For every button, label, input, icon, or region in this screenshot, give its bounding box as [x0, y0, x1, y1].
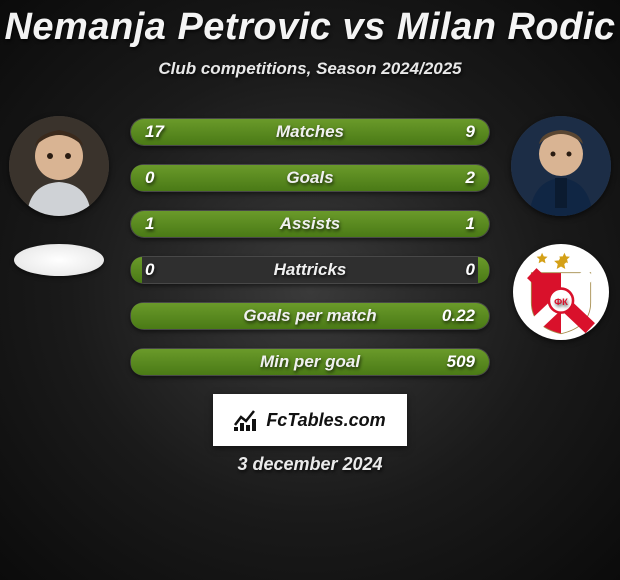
- person-icon: [511, 116, 611, 216]
- stat-value-left: 17: [145, 122, 164, 142]
- person-icon: [9, 116, 109, 216]
- stat-fill-left: [131, 211, 310, 237]
- page-title: Nemanja Petrovic vs Milan Rodic: [0, 0, 620, 49]
- stat-value-right: 9: [466, 122, 475, 142]
- svg-text:ФК: ФК: [554, 297, 568, 308]
- stat-fill-left: [131, 349, 142, 375]
- stat-value-right: 0.22: [442, 306, 475, 326]
- stat-row: 0Hattricks0: [130, 256, 490, 284]
- stat-fill-right: [142, 165, 489, 191]
- stat-row: 17Matches9: [130, 118, 490, 146]
- stat-fill-left: [131, 257, 142, 283]
- stat-fill-right: [310, 211, 489, 237]
- player-left-avatar: [9, 116, 109, 216]
- stat-fill-right: [478, 257, 489, 283]
- stat-value-left: 0: [145, 168, 154, 188]
- stat-label: Hattricks: [131, 260, 489, 280]
- watermark: FcTables.com: [213, 394, 407, 446]
- stat-fill-left: [131, 303, 142, 329]
- stat-fill-left: [131, 119, 364, 145]
- watermark-text: FcTables.com: [266, 410, 385, 431]
- stat-row: 1Assists1: [130, 210, 490, 238]
- date-text: 3 december 2024: [0, 454, 620, 475]
- page-subtitle: Club competitions, Season 2024/2025: [0, 59, 620, 79]
- watermark-chart-icon: [234, 409, 260, 431]
- stat-row: Min per goal509: [130, 348, 490, 376]
- player-left-club-logo: [14, 244, 104, 276]
- stat-row: Goals per match0.22: [130, 302, 490, 330]
- left-column: [4, 116, 114, 276]
- stat-fill-left: [131, 165, 142, 191]
- stat-value-right: 2: [466, 168, 475, 188]
- club-crest-icon: ФК: [518, 249, 604, 335]
- stat-value-right: 0: [466, 260, 475, 280]
- right-column: ФК: [506, 116, 616, 340]
- stat-value-left: 1: [145, 214, 154, 234]
- stat-value-left: 0: [145, 260, 154, 280]
- stat-fill-right: [142, 303, 489, 329]
- player-right-avatar: [511, 116, 611, 216]
- stat-fill-right: [142, 349, 489, 375]
- player-right-club-logo: ФК: [513, 244, 609, 340]
- stat-value-right: 1: [466, 214, 475, 234]
- stats-container: 17Matches90Goals21Assists10Hattricks0Goa…: [130, 118, 490, 376]
- stat-row: 0Goals2: [130, 164, 490, 192]
- stat-value-right: 509: [447, 352, 475, 372]
